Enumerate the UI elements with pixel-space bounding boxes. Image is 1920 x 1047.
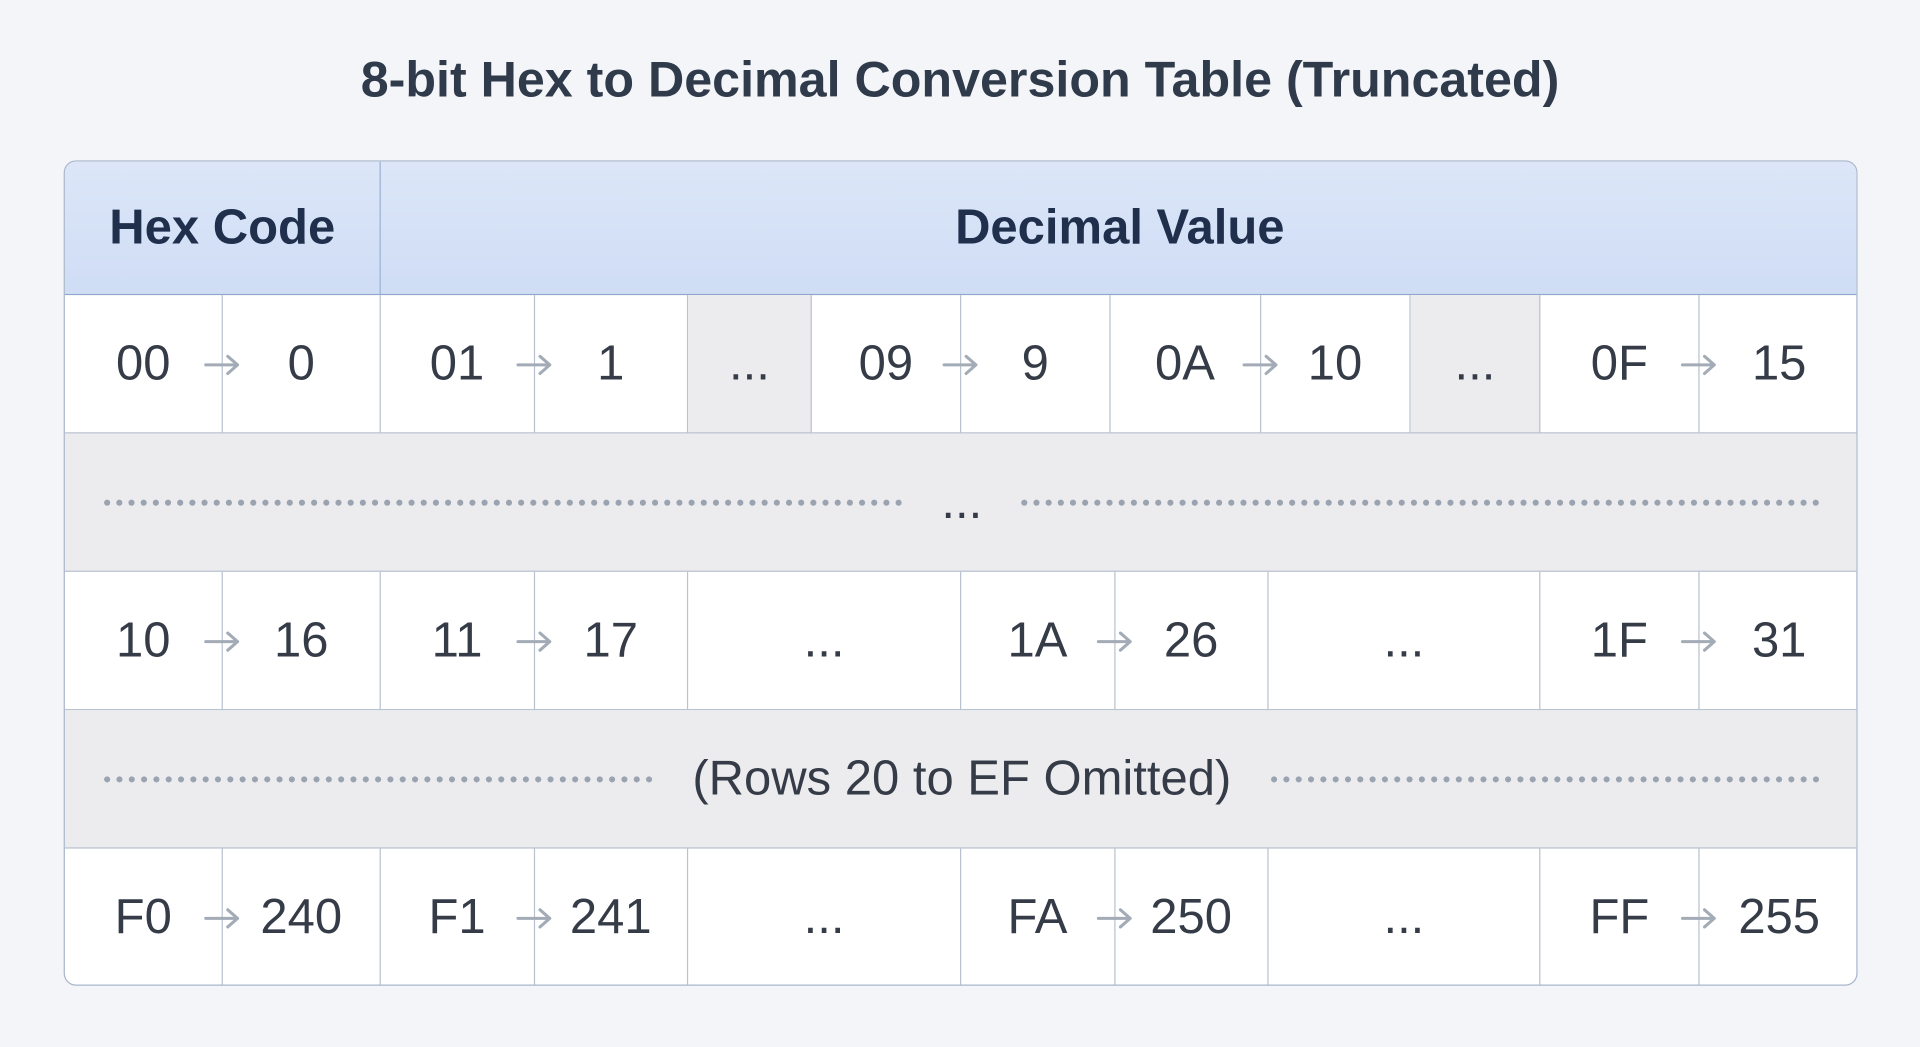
arrow-icon — [515, 630, 551, 652]
separator-text: (Rows 20 to EF Omitted) — [692, 751, 1232, 806]
hex-cell: F0 — [65, 848, 223, 985]
arrow-icon — [1680, 907, 1716, 928]
arrow-icon — [515, 907, 551, 928]
decimal-cell: 17 — [534, 571, 689, 711]
decimal-cell: 240 — [223, 848, 381, 985]
separator-row: ... — [64, 433, 1857, 572]
arrow-icon — [1096, 630, 1132, 652]
hex-cell: 10 — [64, 571, 223, 711]
table-title: 8-bit Hex to Decimal Conversion Table (T… — [360, 51, 1560, 108]
dotted-line — [104, 775, 654, 782]
separator-row: (Rows 20 to EF Omitted) — [64, 710, 1857, 849]
hex-cell: 00 — [64, 295, 223, 434]
hex-cell: 1A — [961, 571, 1115, 711]
dotted-line — [104, 498, 903, 506]
hex-cell: 01 — [380, 295, 535, 434]
header-cell: Decimal Value — [380, 161, 1857, 296]
arrow-icon — [204, 630, 240, 652]
arrow-icon — [1680, 630, 1716, 652]
decimal-cell: 0 — [222, 295, 381, 434]
arrow-icon — [1680, 354, 1716, 375]
decimal-cell: 16 — [222, 571, 381, 711]
hex-cell: FF — [1540, 848, 1700, 985]
decimal-cell: 10 — [1260, 295, 1411, 434]
arrow-icon — [1096, 907, 1132, 928]
arrow-icon — [204, 354, 240, 375]
decimal-cell: 15 — [1699, 295, 1857, 434]
ellipsis-cell: ... — [1268, 571, 1541, 711]
header-cell: Hex Code — [64, 161, 381, 296]
ellipsis-cell: ... — [688, 295, 812, 434]
decimal-cell: 31 — [1699, 572, 1857, 711]
ellipsis-cell: ... — [688, 571, 962, 711]
dotted-line — [1021, 498, 1820, 506]
hex-cell: 11 — [380, 571, 535, 711]
hex-cell: 0F — [1540, 295, 1700, 434]
arrow-icon — [1241, 354, 1277, 375]
decimal-cell: 1 — [534, 295, 689, 434]
hex-cell: 0A — [1110, 295, 1261, 434]
hex-cell: FA — [961, 848, 1115, 985]
ellipsis-cell: ... — [1269, 848, 1541, 985]
decimal-cell: 26 — [1114, 571, 1269, 711]
decimal-cell: 255 — [1738, 890, 1821, 945]
arrow-icon — [204, 907, 240, 928]
decimal-cell: 241 — [534, 848, 689, 985]
arrow-icon — [515, 354, 551, 375]
table: Hex Code Decimal Value 00 0 01 1... 09 9 0A 10...… — [63, 160, 1858, 986]
decimal-cell: 250 — [1115, 848, 1269, 985]
decimal-cell: 9 — [961, 295, 1111, 434]
dotted-line — [1270, 775, 1820, 782]
separator-text: ... — [941, 474, 983, 529]
ellipsis-cell: ... — [688, 848, 962, 985]
ellipsis-cell: ... — [1410, 295, 1541, 434]
hex-cell: F1 — [381, 848, 535, 985]
arrow-icon — [942, 354, 978, 375]
hex-cell: 1F — [1540, 571, 1700, 711]
